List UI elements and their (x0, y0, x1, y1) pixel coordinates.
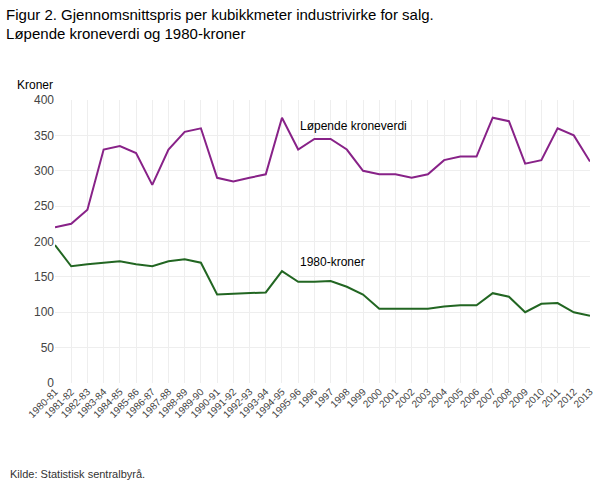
svg-text:2007: 2007 (474, 386, 498, 410)
svg-text:350: 350 (34, 129, 54, 143)
svg-text:1987-88: 1987-88 (140, 386, 174, 420)
svg-text:150: 150 (34, 270, 54, 284)
svg-text:2006: 2006 (458, 386, 482, 410)
svg-text:1993-94: 1993-94 (237, 386, 271, 420)
svg-text:2012: 2012 (555, 386, 579, 410)
svg-text:2000: 2000 (361, 386, 385, 410)
svg-text:300: 300 (34, 164, 54, 178)
svg-text:400: 400 (34, 93, 54, 107)
svg-text:2002: 2002 (393, 386, 417, 410)
svg-text:1984-85: 1984-85 (91, 386, 125, 420)
svg-text:2003: 2003 (409, 386, 433, 410)
svg-text:1998: 1998 (328, 386, 352, 410)
svg-text:1980-kroner: 1980-kroner (300, 255, 365, 269)
svg-text:1989-90: 1989-90 (172, 386, 206, 420)
svg-text:100: 100 (34, 305, 54, 319)
svg-text:1996: 1996 (296, 386, 320, 410)
svg-text:1983-84: 1983-84 (75, 386, 109, 420)
svg-text:200: 200 (34, 235, 54, 249)
svg-text:1995-96: 1995-96 (269, 386, 303, 420)
svg-text:Kilde: Statistisk sentralbyrå.: Kilde: Statistisk sentralbyrå. (10, 468, 145, 480)
svg-text:1981-82: 1981-82 (42, 386, 76, 420)
svg-text:Løpende kroneverdi: Løpende kroneverdi (300, 119, 407, 133)
svg-text:1988-89: 1988-89 (156, 386, 190, 420)
svg-text:1997: 1997 (312, 386, 336, 410)
svg-text:1980-81: 1980-81 (26, 386, 60, 420)
svg-text:2004: 2004 (426, 386, 450, 410)
svg-text:Kroner: Kroner (17, 78, 53, 92)
svg-text:1994-95: 1994-95 (253, 386, 287, 420)
svg-text:1985-86: 1985-86 (107, 386, 141, 420)
svg-text:2013: 2013 (571, 386, 595, 410)
svg-text:2011: 2011 (540, 386, 563, 409)
svg-text:1992-93: 1992-93 (221, 386, 255, 420)
svg-text:1986-87: 1986-87 (123, 386, 157, 420)
svg-text:1990-91: 1990-91 (188, 386, 222, 420)
svg-text:0: 0 (47, 376, 54, 390)
svg-text:1999: 1999 (344, 386, 368, 410)
svg-text:2001: 2001 (377, 386, 401, 410)
svg-text:2010: 2010 (523, 386, 547, 410)
svg-text:2008: 2008 (490, 386, 514, 410)
svg-text:2009: 2009 (507, 386, 531, 410)
svg-text:50: 50 (41, 341, 55, 355)
svg-text:1982-83: 1982-83 (59, 386, 93, 420)
svg-text:250: 250 (34, 199, 54, 213)
svg-text:1991-92: 1991-92 (205, 386, 239, 420)
svg-text:2005: 2005 (442, 386, 466, 410)
svg-text:Figur 2. Gjennomsnittspris per: Figur 2. Gjennomsnittspris per kubikkmet… (6, 6, 434, 43)
